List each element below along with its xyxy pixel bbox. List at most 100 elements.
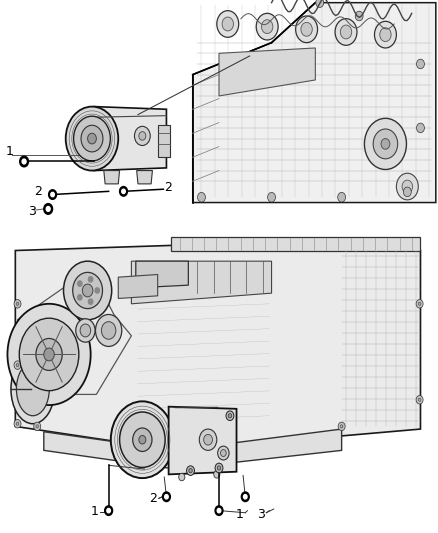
Circle shape <box>88 277 93 282</box>
Circle shape <box>64 261 112 320</box>
Circle shape <box>217 508 221 513</box>
Circle shape <box>105 506 113 515</box>
Polygon shape <box>118 274 158 298</box>
Circle shape <box>150 441 157 449</box>
Circle shape <box>268 192 276 202</box>
Circle shape <box>95 288 99 293</box>
Circle shape <box>179 473 185 481</box>
Circle shape <box>261 20 273 34</box>
Circle shape <box>296 16 318 43</box>
Circle shape <box>122 189 125 193</box>
Polygon shape <box>94 107 166 171</box>
Text: 3: 3 <box>257 508 265 521</box>
Circle shape <box>204 434 212 445</box>
Text: 2: 2 <box>149 492 157 505</box>
Circle shape <box>36 338 62 370</box>
Circle shape <box>220 449 226 456</box>
Circle shape <box>7 304 91 405</box>
Circle shape <box>402 180 413 193</box>
Circle shape <box>82 284 93 297</box>
Circle shape <box>152 443 155 447</box>
Circle shape <box>215 506 223 515</box>
Circle shape <box>316 0 324 7</box>
Polygon shape <box>171 237 420 251</box>
Circle shape <box>16 302 19 305</box>
Ellipse shape <box>17 362 49 416</box>
Polygon shape <box>137 171 152 184</box>
Polygon shape <box>193 3 436 203</box>
Circle shape <box>338 422 345 431</box>
Polygon shape <box>136 261 188 288</box>
Circle shape <box>199 429 217 450</box>
Circle shape <box>16 422 19 425</box>
Circle shape <box>20 156 28 167</box>
Circle shape <box>139 435 146 444</box>
Circle shape <box>214 471 220 478</box>
Text: 1: 1 <box>236 508 244 521</box>
Circle shape <box>78 295 82 300</box>
Circle shape <box>22 159 26 164</box>
Circle shape <box>88 299 93 304</box>
Circle shape <box>416 395 423 404</box>
Text: 3: 3 <box>28 205 35 218</box>
Circle shape <box>80 324 91 337</box>
Circle shape <box>19 318 79 391</box>
Circle shape <box>380 28 391 42</box>
Text: 2: 2 <box>34 185 42 198</box>
Circle shape <box>76 319 95 342</box>
Polygon shape <box>44 429 342 469</box>
Circle shape <box>228 414 232 418</box>
Circle shape <box>417 123 424 133</box>
Circle shape <box>256 13 278 40</box>
Polygon shape <box>219 48 315 96</box>
Circle shape <box>44 348 54 361</box>
Circle shape <box>198 192 205 202</box>
Circle shape <box>218 446 229 460</box>
Circle shape <box>217 11 239 37</box>
Circle shape <box>187 466 194 475</box>
Circle shape <box>418 398 421 401</box>
Circle shape <box>355 11 363 21</box>
Polygon shape <box>15 240 420 450</box>
Circle shape <box>66 107 118 171</box>
Circle shape <box>364 118 406 169</box>
Circle shape <box>107 508 110 513</box>
Circle shape <box>14 419 21 428</box>
Circle shape <box>101 322 116 340</box>
Circle shape <box>244 495 247 499</box>
Text: 1: 1 <box>6 146 14 158</box>
Circle shape <box>14 361 21 369</box>
Circle shape <box>133 428 152 451</box>
Circle shape <box>34 422 41 431</box>
Circle shape <box>416 300 423 308</box>
Circle shape <box>381 139 390 149</box>
Circle shape <box>88 133 96 144</box>
Circle shape <box>120 187 127 196</box>
Circle shape <box>165 495 168 499</box>
Circle shape <box>335 19 357 45</box>
Circle shape <box>95 314 122 346</box>
Text: 1: 1 <box>90 505 98 518</box>
Polygon shape <box>169 407 237 474</box>
Circle shape <box>78 281 82 286</box>
Circle shape <box>49 190 57 199</box>
Circle shape <box>134 126 150 146</box>
Circle shape <box>189 469 192 473</box>
Circle shape <box>241 492 249 502</box>
Circle shape <box>73 272 102 309</box>
Circle shape <box>396 173 418 200</box>
Circle shape <box>81 125 103 152</box>
Circle shape <box>338 192 346 202</box>
Circle shape <box>418 302 421 305</box>
Circle shape <box>44 204 53 214</box>
Circle shape <box>340 425 343 428</box>
Circle shape <box>340 25 352 39</box>
Circle shape <box>162 492 170 502</box>
Circle shape <box>217 466 221 470</box>
Text: 2: 2 <box>164 181 172 194</box>
Polygon shape <box>131 261 272 304</box>
Circle shape <box>403 187 411 197</box>
Circle shape <box>417 59 424 69</box>
Circle shape <box>51 192 54 197</box>
Circle shape <box>111 401 174 478</box>
